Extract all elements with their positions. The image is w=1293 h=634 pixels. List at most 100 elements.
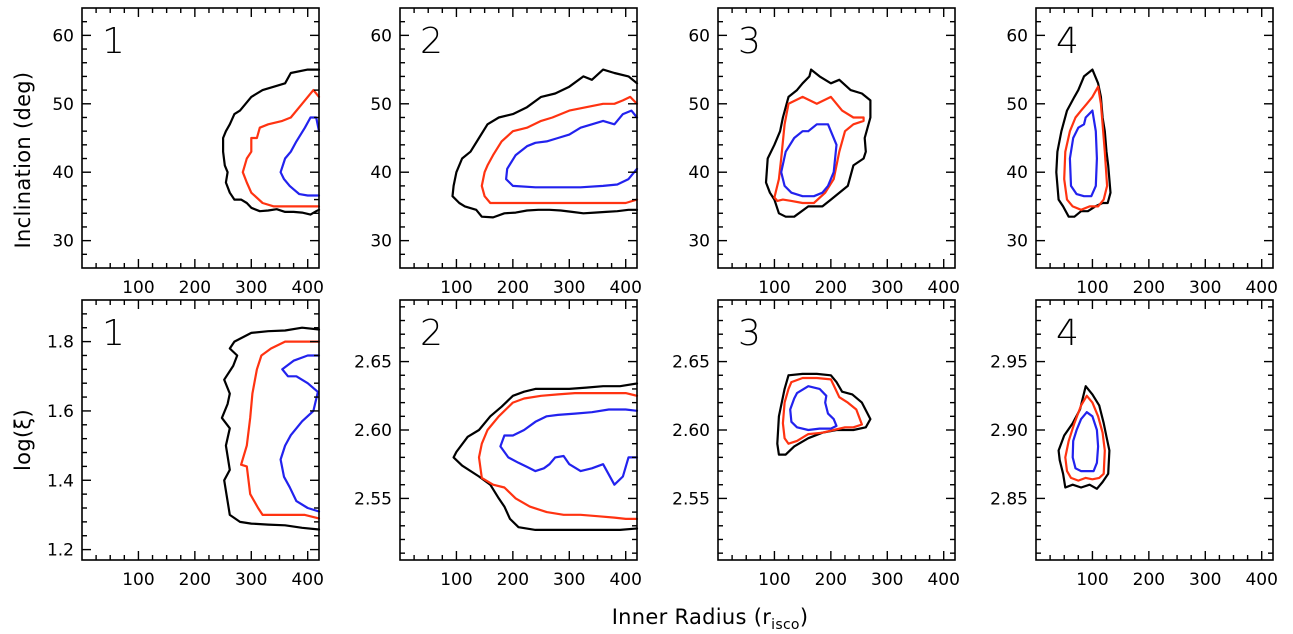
x-tick-label: 100 xyxy=(440,278,472,298)
panel-number-label: 4 xyxy=(1056,21,1079,62)
y-tick-label: 60 xyxy=(1006,26,1028,46)
x-tick-label: 400 xyxy=(291,278,323,298)
x-tick-label: 300 xyxy=(553,570,585,590)
contour-inner-panel-1 xyxy=(505,109,639,189)
panel-1-2: 100 200 300 400 30 40 50 60 2 xyxy=(370,7,642,298)
panel-number-label: 1 xyxy=(102,313,125,354)
y-tick-label: 50 xyxy=(52,95,74,115)
panel-1-3: 100 200 300 400 30 40 50 60 3 xyxy=(688,7,960,298)
panel-number-label: 3 xyxy=(738,21,761,62)
y-tick-label: 60 xyxy=(52,26,74,46)
x-tick-label: 400 xyxy=(927,278,959,298)
x-tick-label: 200 xyxy=(815,570,847,590)
panel-2-3: 100 200 300 400 2.55 2.60 2.65 3 xyxy=(672,299,960,590)
y-tick-label: 50 xyxy=(1006,95,1028,115)
y-tick-label: 2.55 xyxy=(354,489,392,509)
contour-outer-panel-3 xyxy=(1055,68,1112,218)
x-tick-label: 400 xyxy=(1245,570,1277,590)
y-tick-label: 50 xyxy=(688,95,710,115)
contour-outer-panel-7 xyxy=(1057,385,1111,490)
x-tick-label: 200 xyxy=(497,570,529,590)
y-tick-label: 40 xyxy=(688,163,710,183)
panel-1-1: 100 200 300 400 30 40 50 60 1 xyxy=(52,7,324,298)
contour-outer-panel-4 xyxy=(220,326,321,531)
x-tick-label: 200 xyxy=(179,570,211,590)
y-tick-label: 30 xyxy=(688,232,710,252)
plot-frame xyxy=(81,299,320,561)
x-tick-label: 100 xyxy=(1076,278,1108,298)
contour-inner-panel-7 xyxy=(1071,411,1100,473)
contour-inner-panel-5 xyxy=(499,408,639,486)
panel-2-4: 100 200 300 400 2.85 2.90 2.95 4 xyxy=(990,299,1278,590)
contour-outer-panel-0 xyxy=(222,68,321,216)
contour-middle-panel-1 xyxy=(480,95,639,205)
contour-outer-panel-1 xyxy=(451,68,639,219)
contour-middle-panel-3 xyxy=(1063,85,1109,211)
x-tick-label: 200 xyxy=(815,278,847,298)
y-tick-label: 40 xyxy=(52,163,74,183)
contour-inner-panel-2 xyxy=(780,123,838,198)
y-tick-label: 60 xyxy=(370,26,392,46)
xlabel-close: ) xyxy=(800,605,809,629)
x-tick-label: 300 xyxy=(1189,278,1221,298)
x-tick-label: 200 xyxy=(497,278,529,298)
y-tick-label: 2.95 xyxy=(990,353,1028,373)
contour-outer-panel-2 xyxy=(764,68,872,218)
x-tick-label: 400 xyxy=(609,570,641,590)
x-tick-label: 400 xyxy=(609,278,641,298)
x-tick-label: 300 xyxy=(871,278,903,298)
row0-ylabel: Inclination (deg) xyxy=(11,72,35,249)
contour-middle-panel-5 xyxy=(477,392,639,521)
y-tick-label: 2.65 xyxy=(672,353,710,373)
panel-2-1: 100 200 300 400 1.2 1.4 1.6 1.8 1 xyxy=(47,299,324,590)
x-tick-label: 400 xyxy=(927,570,959,590)
contour-inner-panel-6 xyxy=(789,385,838,432)
contour-outer-panel-6 xyxy=(776,372,872,456)
y-tick-label: 2.90 xyxy=(990,421,1028,441)
x-tick-label: 100 xyxy=(122,278,154,298)
y-tick-label: 2.85 xyxy=(990,489,1028,509)
contour-middle-panel-7 xyxy=(1064,394,1106,482)
contour-middle-panel-6 xyxy=(781,376,864,445)
panel-number-label: 1 xyxy=(102,21,125,62)
x-tick-label: 300 xyxy=(235,570,267,590)
contour-middle-panel-2 xyxy=(773,95,865,205)
y-tick-label: 40 xyxy=(1006,163,1028,183)
contour-middle-panel-4 xyxy=(240,340,321,520)
y-tick-label: 30 xyxy=(52,232,74,252)
x-tick-label: 300 xyxy=(235,278,267,298)
y-tick-label: 2.65 xyxy=(354,353,392,373)
panel-number-label: 3 xyxy=(738,313,761,354)
plot-frame xyxy=(81,7,320,269)
x-tick-label: 300 xyxy=(871,570,903,590)
row1-ylabel: log(ξ) xyxy=(11,409,35,471)
contour-middle-panel-0 xyxy=(241,88,321,208)
contour-inner-panel-4 xyxy=(279,354,321,513)
x-tick-label: 200 xyxy=(1133,278,1165,298)
plot-frame xyxy=(717,7,956,269)
contour-inner-panel-0 xyxy=(279,116,321,197)
y-tick-label: 2.55 xyxy=(672,489,710,509)
y-tick-label: 1.6 xyxy=(47,402,74,422)
y-tick-label: 1.2 xyxy=(47,541,74,561)
y-tick-label: 60 xyxy=(688,26,710,46)
panel-number-label: 2 xyxy=(420,21,443,62)
panel-2-2: 100 200 300 400 2.55 2.60 2.65 2 xyxy=(354,299,642,590)
y-tick-label: 30 xyxy=(1006,232,1028,252)
plot-frame xyxy=(399,7,638,269)
x-tick-label: 100 xyxy=(440,570,472,590)
x-tick-label: 400 xyxy=(1245,278,1277,298)
y-tick-label: 1.8 xyxy=(47,333,74,353)
contour-outer-panel-5 xyxy=(452,382,639,532)
x-tick-label: 100 xyxy=(122,570,154,590)
xlabel-main: Inner Radius (r xyxy=(612,605,772,629)
plot-frame xyxy=(1035,7,1274,269)
contour-inner-panel-3 xyxy=(1068,109,1099,198)
x-tick-label: 100 xyxy=(1076,570,1108,590)
x-tick-label: 200 xyxy=(1133,570,1165,590)
y-tick-label: 30 xyxy=(370,232,392,252)
x-tick-label: 300 xyxy=(1189,570,1221,590)
y-tick-label: 2.60 xyxy=(672,421,710,441)
y-tick-label: 1.4 xyxy=(47,471,74,491)
